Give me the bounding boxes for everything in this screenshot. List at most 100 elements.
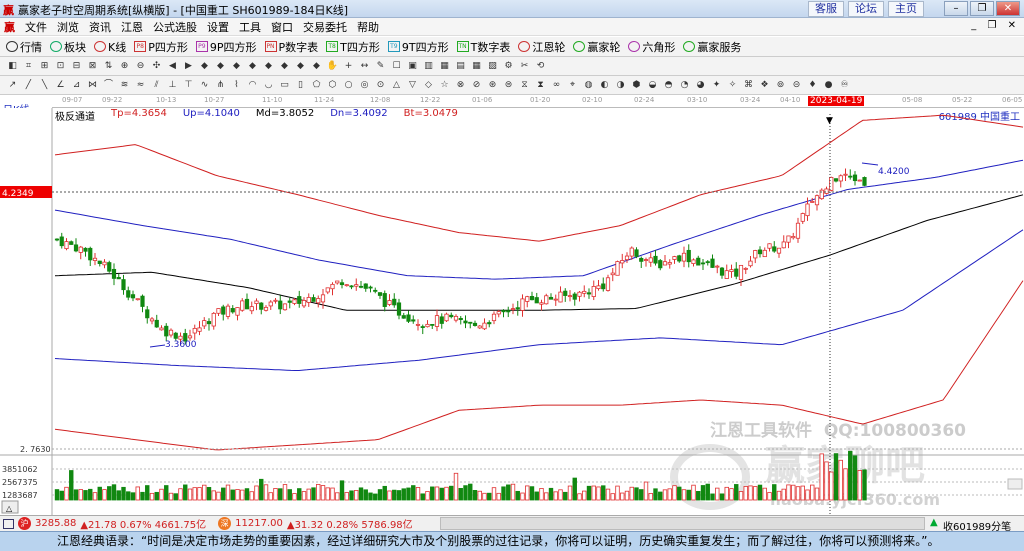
tool-icon[interactable]: ⊿ [72, 79, 81, 90]
toolbar-button[interactable]: grid-icon行情 [6, 39, 42, 55]
tool-icon[interactable]: ∿ [200, 79, 209, 90]
tool-icon[interactable]: ◐ [600, 79, 609, 90]
tool-icon[interactable]: ◀ [169, 60, 176, 71]
toolbar-button[interactable]: candles-iconK线 [94, 39, 126, 55]
tool-icon[interactable]: ◒ [648, 79, 657, 90]
tool-icon[interactable]: ⟲ [536, 60, 545, 71]
tool-icon[interactable]: ◕ [696, 79, 705, 90]
tool-icon[interactable]: ⊙ [376, 79, 385, 90]
tool-icon[interactable]: ≋ [120, 79, 129, 90]
menu-item[interactable]: 资讯 [89, 20, 111, 34]
menu-item[interactable]: 窗口 [271, 20, 293, 34]
tool-icon[interactable]: ♾ [840, 79, 849, 90]
tool-icon[interactable]: ◇ [425, 79, 432, 90]
tool-icon[interactable]: ⌗ [25, 60, 32, 71]
tool-icon[interactable]: ▣ [408, 60, 417, 71]
tool-icon[interactable]: ◆ [217, 60, 224, 71]
minimize-button[interactable]: – [944, 1, 968, 16]
tool-icon[interactable]: ⊞ [40, 60, 49, 71]
tool-icon[interactable]: ☐ [392, 60, 401, 71]
tool-icon[interactable]: ⊖ [136, 60, 145, 71]
tool-icon[interactable]: ╲ [41, 79, 48, 90]
toolbar-button[interactable]: wheel-icon江恩轮 [518, 39, 565, 55]
tool-icon[interactable]: ⇅ [104, 60, 113, 71]
tool-icon[interactable]: + [344, 60, 353, 71]
tool-icon[interactable]: ✂ [520, 60, 529, 71]
menu-item[interactable]: 公式选股 [153, 20, 197, 34]
toolbar-button[interactable]: P9 9P四方形 [195, 39, 257, 55]
tool-icon[interactable]: ⧗ [537, 79, 544, 90]
menu-item[interactable]: 工具 [239, 20, 261, 34]
tool-icon[interactable]: ⊥ [168, 79, 177, 90]
toolbar-button[interactable]: PN P数字表 [264, 39, 318, 55]
tool-icon[interactable]: ╱ [25, 79, 32, 90]
tool-icon[interactable]: ⌒ [103, 79, 113, 90]
tool-icon[interactable]: ◆ [313, 60, 320, 71]
tool-icon[interactable]: ✧ [728, 79, 737, 90]
tool-icon[interactable]: ❖ [760, 79, 769, 90]
tool-icon[interactable]: ✦ [712, 79, 721, 90]
tool-icon[interactable]: ⌖ [569, 79, 576, 90]
restore-button[interactable]: ❐ [970, 1, 994, 16]
toolbar-button[interactable]: hexagon-icon六角形 [628, 39, 675, 55]
tool-icon[interactable]: ◧ [8, 60, 17, 71]
customer-service-link[interactable]: 客服 [808, 1, 844, 17]
tool-icon[interactable]: ◆ [201, 60, 208, 71]
menu-item[interactable]: 浏览 [57, 20, 79, 34]
tool-icon[interactable]: ⧖ [521, 79, 528, 90]
horizontal-scrollbar[interactable] [440, 517, 925, 530]
close-button[interactable]: ✕ [996, 1, 1020, 16]
tool-icon[interactable]: ▶ [185, 60, 192, 71]
tool-icon[interactable]: ▨ [488, 60, 497, 71]
tool-icon[interactable]: ✎ [376, 60, 385, 71]
tool-icon[interactable]: ◆ [265, 60, 272, 71]
tool-icon[interactable]: ⊕ [120, 60, 129, 71]
tool-icon[interactable]: ◎ [360, 79, 369, 90]
tool-icon[interactable]: ⊘ [472, 79, 481, 90]
calendar-icon[interactable] [3, 518, 14, 529]
tool-icon[interactable]: ◆ [249, 60, 256, 71]
tool-icon[interactable]: ⬢ [632, 79, 641, 90]
tool-icon[interactable]: ▥ [424, 60, 433, 71]
tool-icon[interactable]: ▭ [280, 79, 289, 90]
tool-icon[interactable]: ◔ [680, 79, 689, 90]
tool-icon[interactable]: ⊡ [56, 60, 65, 71]
tool-icon[interactable]: ✋ [326, 60, 339, 71]
forum-link[interactable]: 论坛 [848, 1, 884, 17]
toolbar-button[interactable]: wheel-icon赢家轮 [573, 39, 620, 55]
tool-icon[interactable]: ⊚ [776, 79, 785, 90]
tool-icon[interactable]: ● [824, 79, 833, 90]
tool-icon[interactable]: ⊛ [488, 79, 497, 90]
tool-icon[interactable]: ◑ [616, 79, 625, 90]
tool-icon[interactable]: ◡ [264, 79, 273, 90]
tool-icon[interactable]: △ [393, 79, 400, 90]
tool-icon[interactable]: ⊠ [88, 60, 97, 71]
tool-icon[interactable]: ⊝ [792, 79, 801, 90]
tool-icon[interactable]: ⌇ [234, 79, 239, 90]
tool-icon[interactable]: ⊗ [456, 79, 465, 90]
menu-item[interactable]: 帮助 [357, 20, 379, 34]
tool-icon[interactable]: ∞ [552, 79, 561, 90]
tool-icon[interactable]: ✣ [152, 60, 161, 71]
kline-chart[interactable]: 4.2349 ▼ 4.4200 3.3600 2. 7630 3851062 2567375… [0, 96, 1024, 515]
tool-icon[interactable]: ◆ [233, 60, 240, 71]
tool-icon[interactable]: ⊜ [504, 79, 513, 90]
tool-icon[interactable]: ↗ [8, 79, 17, 90]
tool-icon[interactable]: ⊟ [72, 60, 81, 71]
tool-icon[interactable]: ≈ [136, 79, 145, 90]
collapse-panel-button[interactable] [1, 500, 19, 514]
tool-icon[interactable]: ⬠ [312, 79, 321, 90]
tool-icon[interactable]: ○ [344, 79, 353, 90]
menu-item[interactable]: 设置 [207, 20, 229, 34]
tool-icon[interactable]: ☆ [440, 79, 449, 90]
tool-icon[interactable]: ▦ [440, 60, 449, 71]
toolbar-button[interactable]: T9 9T四方形 [387, 39, 449, 55]
tick-detail-label[interactable]: 收601989分笔 [943, 522, 1012, 533]
scroll-right-button[interactable] [1007, 478, 1023, 490]
toolbar-button[interactable]: blocks-icon板块 [50, 39, 86, 55]
tool-icon[interactable]: ▤ [456, 60, 465, 71]
toolbar-button[interactable]: TN T数字表 [456, 39, 510, 55]
toolbar-button[interactable]: T8 T四方形 [326, 39, 380, 55]
tool-icon[interactable]: ⊤ [184, 79, 193, 90]
tool-icon[interactable]: ⋈ [88, 79, 97, 90]
